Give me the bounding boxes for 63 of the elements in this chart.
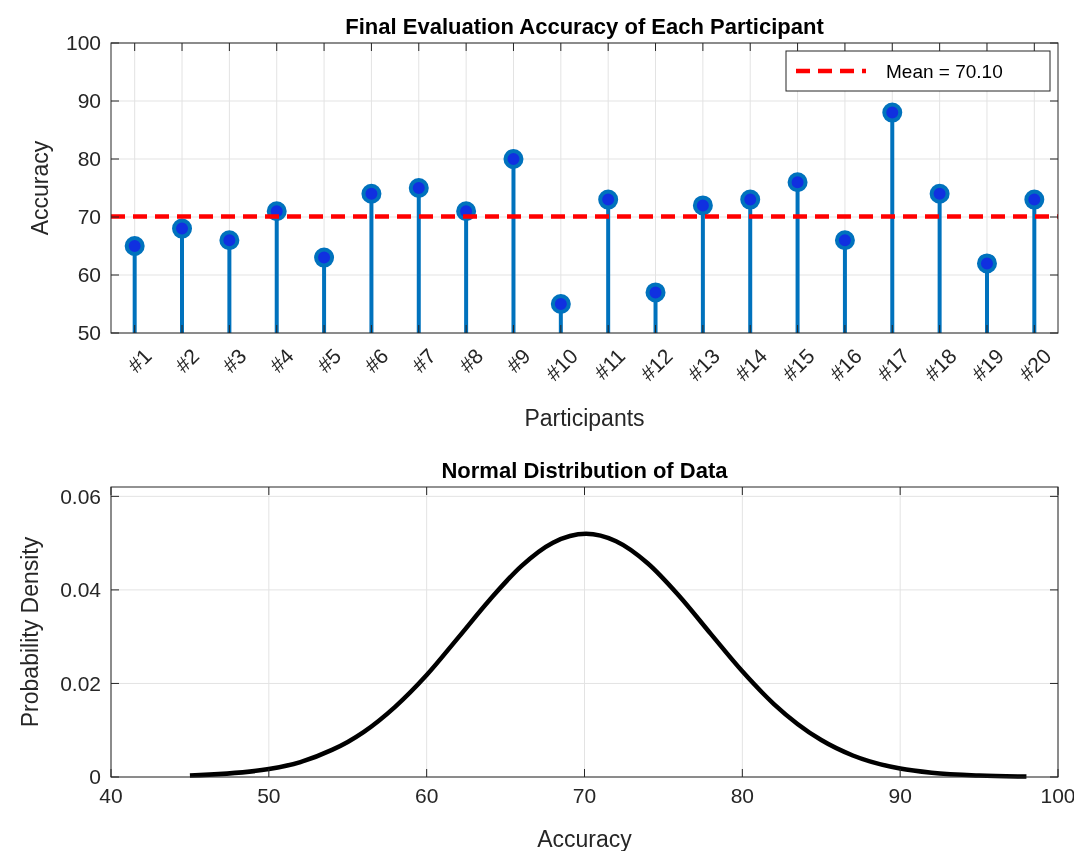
x-tick-label: #3 xyxy=(217,343,251,377)
x-tick-label: #5 xyxy=(312,343,346,377)
x-axis-title: Participants xyxy=(524,405,645,431)
y-tick-label: 90 xyxy=(77,89,101,113)
point xyxy=(740,189,761,210)
x-tick-label: #7 xyxy=(407,343,440,377)
point xyxy=(361,183,382,204)
point xyxy=(976,253,997,274)
point xyxy=(929,183,950,204)
point xyxy=(408,178,429,198)
point xyxy=(692,195,713,216)
y-tick-label: 60 xyxy=(77,263,101,287)
y-tick-label: 0 xyxy=(89,765,101,789)
chart-title: Final Evaluation Accuracy of Each Participant xyxy=(345,14,825,39)
point xyxy=(1024,189,1045,210)
y-tick-label: 0.02 xyxy=(60,671,101,695)
y-tick-label: 0.04 xyxy=(60,578,102,602)
point xyxy=(314,247,335,268)
y-axis-title: Probability Density xyxy=(17,536,43,728)
point xyxy=(598,189,619,210)
x-tick-label: #17 xyxy=(872,343,914,385)
x-axis-title: Accuracy xyxy=(537,826,633,851)
y-tick-label: 80 xyxy=(77,147,101,171)
legend-label: Mean = 70.10 xyxy=(886,60,1003,82)
x-tick-label: #12 xyxy=(635,343,677,385)
x-tick-label: 90 xyxy=(888,784,912,807)
chart-title: Normal Distribution of Data xyxy=(441,458,729,483)
line-series xyxy=(187,531,1029,779)
y-tick-label: 0.06 xyxy=(60,484,101,508)
y-tick-label: 100 xyxy=(65,31,101,55)
x-tick-label: 100 xyxy=(1040,784,1076,807)
x-tick-label: #19 xyxy=(967,343,1009,385)
x-tick-label: #1 xyxy=(123,343,156,377)
x-tick-label: 80 xyxy=(730,784,755,807)
x-tick-label: #2 xyxy=(170,343,204,377)
point xyxy=(834,230,855,251)
x-tick-label: 60 xyxy=(414,784,439,807)
y-tick-label: 50 xyxy=(77,321,101,345)
point xyxy=(882,102,903,123)
x-tick-label: #9 xyxy=(501,343,535,377)
x-tick-label: #4 xyxy=(265,343,299,377)
point xyxy=(219,230,240,251)
x-tick-label: #13 xyxy=(683,343,725,385)
x-tick-label: #11 xyxy=(589,343,630,384)
x-tick-label: #10 xyxy=(541,343,583,385)
y-axis-title: Accuracy xyxy=(27,140,53,236)
x-tick-label: #6 xyxy=(359,343,393,377)
x-tick-label: 70 xyxy=(572,784,597,807)
y-tick-label: 70 xyxy=(77,205,101,229)
x-tick-label: #8 xyxy=(454,343,488,377)
point xyxy=(550,294,571,314)
x-tick-label: #15 xyxy=(777,343,819,385)
point xyxy=(503,149,524,169)
point xyxy=(645,282,666,303)
x-tick-label: 40 xyxy=(99,784,123,807)
point xyxy=(124,236,145,256)
x-tick-label: #20 xyxy=(1014,343,1056,385)
x-tick-label: 50 xyxy=(257,784,281,807)
x-tick-label: #14 xyxy=(730,343,772,385)
point xyxy=(787,172,808,193)
x-tick-label: #16 xyxy=(825,343,867,385)
x-tick-label: #18 xyxy=(919,343,961,385)
point xyxy=(172,218,193,239)
